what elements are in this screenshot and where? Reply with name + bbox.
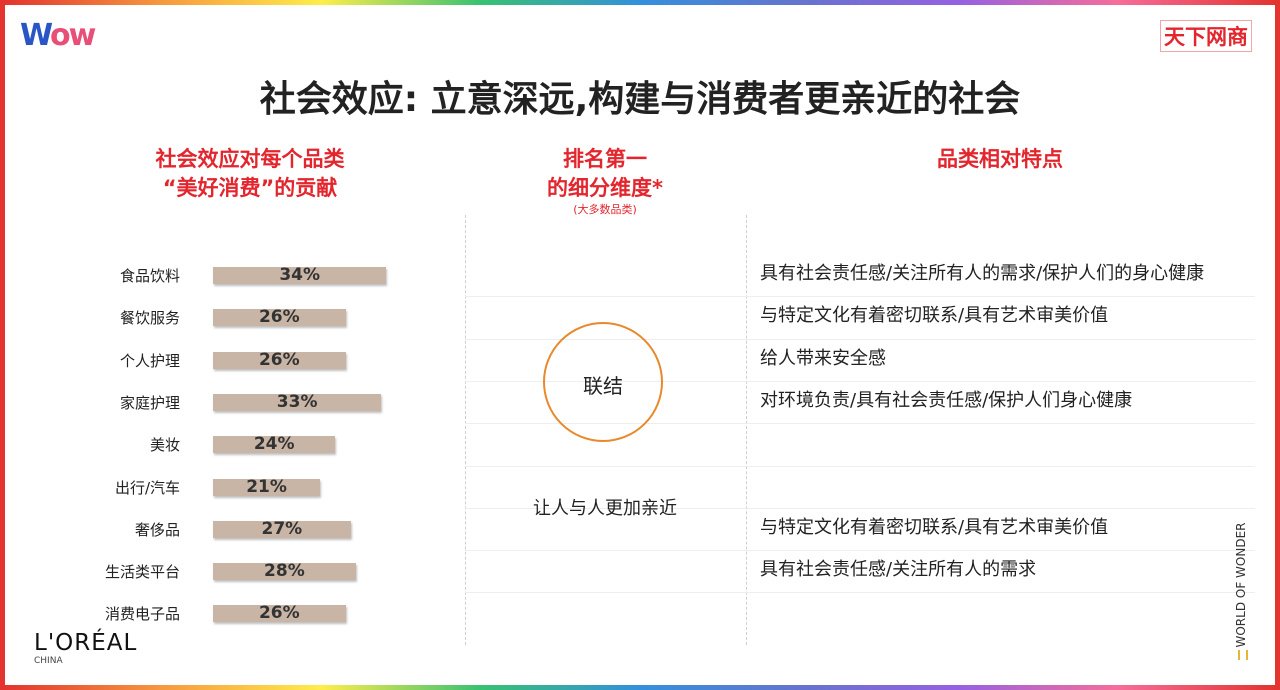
category-feature: 给人带来安全感 — [760, 347, 886, 369]
bar-value-label: 34% — [279, 265, 321, 285]
bar: 28% — [213, 561, 356, 582]
bar-value-label: 26% — [258, 603, 300, 624]
connection-circle — [543, 322, 663, 442]
category-label: 家庭护理 — [119, 393, 180, 412]
center-description: 让人与人更加亲近 — [533, 498, 677, 519]
category-label: 食品饮料 — [119, 267, 180, 285]
middle-header-note: (大多数品类) — [573, 203, 637, 216]
category-label: 个人护理 — [119, 351, 180, 370]
row-separator — [465, 423, 1255, 425]
row-separator — [465, 380, 1255, 382]
category-label: 奢侈品 — [134, 520, 180, 539]
left-header-line-1: 社会效应对每个品类 — [155, 147, 345, 171]
bar: 34% — [213, 265, 387, 285]
bar-value-label: 27% — [261, 518, 303, 539]
row-separator — [465, 550, 1255, 552]
bar-value-label: 28% — [264, 561, 305, 582]
bar: 26% — [213, 349, 346, 370]
world-of-wonder-text: WORLD OF WONDER — [1234, 522, 1248, 648]
bar: 33% — [213, 391, 382, 412]
loreal-logo: L'ORÉAL — [34, 630, 138, 656]
category-label: 美妆 — [149, 436, 180, 455]
circle-label: 联结 — [583, 374, 623, 398]
bar: 26% — [213, 603, 346, 624]
bar: 21% — [213, 476, 321, 497]
left-header-line-2: “美好消费”的贡献 — [162, 176, 338, 200]
right-column-header: 品类相对特点 — [937, 147, 1063, 171]
middle-header-line-1: 排名第一 — [563, 147, 647, 171]
tianxia-logo: 天下网商 — [1160, 20, 1252, 52]
category-label: 消费电子品 — [104, 605, 180, 624]
middle-header-line-2: 的细分维度* — [547, 176, 663, 200]
bar-value-label: 26% — [258, 307, 300, 328]
category-feature: 与特定文化有着密切联系/具有艺术审美价值 — [760, 305, 1109, 327]
category-feature: 与特定文化有着密切联系/具有艺术审美价值 — [760, 516, 1109, 538]
world-of-wonder-vertical: WORLD OF WONDER — [1232, 500, 1250, 670]
row-separator — [465, 507, 1255, 509]
bar: 24% — [213, 434, 336, 455]
category-feature: 对环境负责/具有社会责任感/保护人们身心健康 — [760, 389, 1133, 411]
wow-logo: Wow — [20, 18, 96, 53]
bar-value-label: 21% — [246, 476, 287, 497]
row-separator — [465, 338, 1255, 340]
bar-value-label: 26% — [258, 349, 300, 370]
category-label: 生活类平台 — [104, 563, 180, 582]
bar: 27% — [213, 518, 351, 539]
middle-column-header: 排名第一 的细分维度* (大多数品类) — [465, 145, 745, 217]
category-feature: 具有社会责任感/关注所有人的需求/保护人们的身心健康 — [760, 263, 1205, 284]
column-divider-right — [746, 215, 747, 645]
loreal-china-label: CHINA — [34, 656, 63, 666]
category-label: 餐饮服务 — [119, 309, 180, 328]
left-column-header: 社会效应对每个品类 “美好消费”的贡献 — [100, 145, 400, 203]
row-separator — [465, 296, 1255, 298]
column-divider-left — [465, 215, 466, 645]
bar-value-label: 24% — [253, 434, 295, 455]
row-separator — [465, 465, 1255, 467]
page-title: 社会效应: 立意深远,构建与消费者更亲近的社会 — [259, 79, 1021, 120]
row-separator — [465, 592, 1255, 594]
bar: 26% — [213, 307, 346, 328]
bar-value-label: 33% — [276, 391, 318, 412]
category-feature: 具有社会责任感/关注所有人的需求 — [760, 559, 1037, 581]
category-label: 出行/汽车 — [114, 478, 180, 497]
wow-mark-icon — [1238, 650, 1248, 660]
